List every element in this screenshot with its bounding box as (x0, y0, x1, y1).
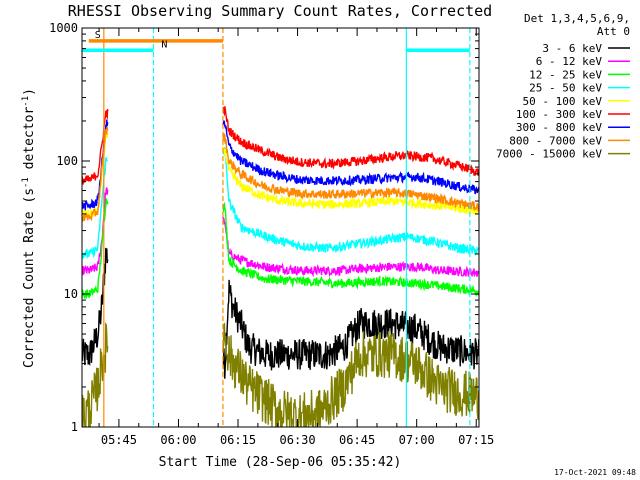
y-tick-label-1: 1 (71, 420, 78, 434)
legend-label-100-300-kev: 100 - 300 keV (516, 108, 602, 121)
legend-label-3-6-kev: 3 - 6 keV (542, 42, 602, 55)
y-label-part-3: ) (22, 88, 37, 96)
legend-label-12-25-kev: 12 - 25 keV (529, 68, 602, 81)
x-tick-label-06-00: 06:00 (160, 433, 196, 447)
y-label-sup-1: -1 (21, 177, 31, 188)
y-label-part-1: Corrected Count Rate (s (22, 188, 37, 368)
x-axis: 05:45 06:00 06:15 06:30 06:45 07:00 07:15 (98, 28, 494, 447)
chart-title: RHESSI Observing Summary Count Rates, Co… (68, 2, 492, 20)
series-line-800-7000-kev-segment-2 (222, 133, 479, 212)
series-12-25-kev (82, 198, 479, 299)
series-line-3-6-kev-segment-2 (222, 279, 479, 379)
x-tick-label-06-30: 06:30 (280, 433, 316, 447)
series-line-100-300-kev-segment-2 (222, 106, 479, 177)
y-tick-label-100: 100 (56, 154, 78, 168)
y-axis-label: Corrected Count Rate (s-1 detector-1) (21, 88, 37, 368)
markers-layer: SN (82, 28, 471, 427)
legend-label-25-50-kev: 25 - 50 keV (529, 82, 602, 95)
y-axis: 1 10 100 1000 (49, 21, 479, 434)
x-tick-label-06-15: 06:15 (220, 433, 256, 447)
y-tick-label-1000: 1000 (49, 21, 78, 35)
marker-bar-label-s: S (95, 30, 101, 41)
footer-timestamp: 17-Oct-2021 09:48 (554, 468, 636, 477)
series-line-6-12-kev-segment-2 (222, 216, 479, 278)
x-tick-label-06-45: 06:45 (339, 433, 375, 447)
series-layer (82, 106, 479, 427)
series-7000-15000-kev (82, 321, 479, 427)
series-line-25-50-kev-segment-2 (222, 147, 479, 256)
legend-label-300-800-kev: 300 - 800 keV (516, 121, 602, 134)
legend-label-800-7000-kev: 800 - 7000 keV (509, 134, 602, 147)
marker-bar-label-n: N (161, 39, 167, 50)
x-tick-label-07-00: 07:00 (399, 433, 435, 447)
x-axis-label: Start Time (28-Sep-06 05:35:42) (159, 455, 402, 470)
series-line-12-25-kev-segment-2 (222, 201, 479, 297)
series-line-7000-15000-kev-segment-2 (222, 322, 479, 427)
legend-header-line-2: Att 0 (597, 25, 630, 38)
legend-header-line-1: Det 1,3,4,5,6,9, (524, 12, 630, 25)
x-tick-label-05-45: 05:45 (101, 433, 137, 447)
y-label-sup-2: -1 (21, 96, 31, 107)
y-tick-label-10: 10 (64, 287, 78, 301)
x-tick-label-07-15: 07:15 (458, 433, 494, 447)
y-label-part-2: detector (22, 107, 37, 178)
series-line-300-800-kev-segment-2 (222, 120, 479, 195)
legend-label-50-100-kev: 50 - 100 keV (523, 95, 603, 108)
series-line-50-100-kev-segment-2 (222, 146, 479, 216)
plot-frame (81, 27, 480, 428)
legend-label-6-12-kev: 6 - 12 keV (536, 55, 603, 68)
legend-label-7000-15000-kev: 7000 - 15000 keV (496, 148, 602, 161)
